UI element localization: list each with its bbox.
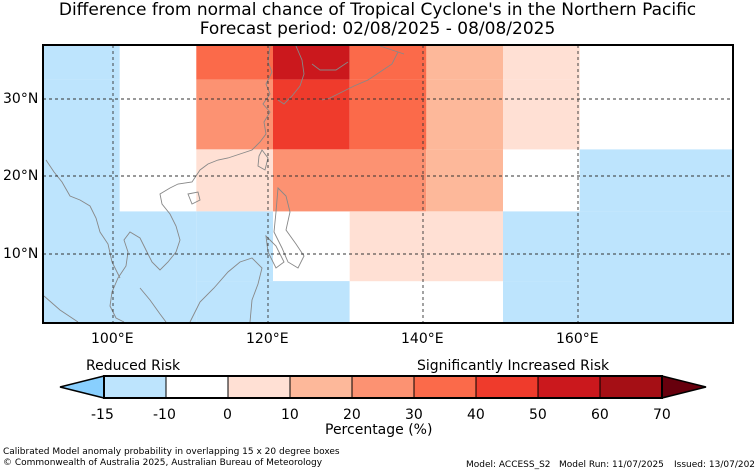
lat-label-10n: 10°N xyxy=(3,246,39,262)
forecast-period: Forecast period: 02/08/2025 - 08/08/2025 xyxy=(199,19,556,39)
anomaly-cell xyxy=(503,281,580,323)
colorbar-bin xyxy=(537,375,601,399)
colorbar-bin xyxy=(289,375,353,399)
colorbar-bin xyxy=(599,375,663,399)
colorbar-bin xyxy=(103,375,167,399)
anomaly-cell xyxy=(196,79,273,150)
anomaly-cell xyxy=(426,79,503,150)
colorbar-bin xyxy=(165,375,229,399)
anomaly-cell xyxy=(273,149,427,212)
colorbar-tick-label: 70 xyxy=(653,407,671,423)
anomaly-cell xyxy=(426,45,503,80)
coastlines xyxy=(43,45,405,323)
anomaly-cell xyxy=(349,211,503,282)
anomaly-cell xyxy=(503,211,580,282)
colorbar-bin xyxy=(475,375,539,399)
anomaly-cell xyxy=(196,211,273,282)
lat-label-20n: 20°N xyxy=(3,168,39,184)
model-name: Model: ACCESS_S2 xyxy=(466,460,551,470)
anomaly-cell xyxy=(196,149,273,212)
lat-label-30n: 30°N xyxy=(3,91,39,107)
lon-label-160e: 160°E xyxy=(556,331,599,347)
map-frame xyxy=(42,44,734,324)
anomaly-cell xyxy=(273,79,350,150)
colorbar-tick-label: 60 xyxy=(591,407,609,423)
issued-date: Issued: 13/07/2025 xyxy=(674,460,755,470)
anomaly-cell xyxy=(503,45,580,80)
anomaly-cell xyxy=(503,79,580,150)
colorbar-outline xyxy=(103,375,663,399)
anomaly-cell xyxy=(273,45,350,80)
method-note: Calibrated Model anomaly probability in … xyxy=(3,447,340,457)
lon-label-100e: 100°E xyxy=(91,331,134,347)
anomaly-grid xyxy=(43,45,733,323)
colorbar-bin xyxy=(351,375,415,399)
anomaly-cell xyxy=(579,211,733,323)
colorbar-over-arrow xyxy=(661,375,707,399)
colorbar-tick-label: 20 xyxy=(343,407,361,423)
colorbar-under-arrow xyxy=(59,375,105,399)
graticule xyxy=(43,45,733,323)
anomaly-cell xyxy=(349,79,427,150)
lon-label-140e: 140°E xyxy=(401,331,444,347)
anomaly-cell xyxy=(349,45,427,80)
reduced-risk-label: Reduced Risk xyxy=(86,358,181,374)
anomaly-cell xyxy=(196,281,350,323)
colorbar-bin xyxy=(413,375,477,399)
model-run-date: Model Run: 11/07/2025 xyxy=(559,460,664,470)
colorbar-tick-label: 40 xyxy=(467,407,485,423)
lon-label-120e: 120°E xyxy=(246,331,289,347)
colorbar-tick-label: -10 xyxy=(153,407,176,423)
copyright-note: © Commonwealth of Australia 2025, Austra… xyxy=(3,458,323,468)
colorbar-bin xyxy=(227,375,291,399)
colorbar-tick-label: 50 xyxy=(529,407,547,423)
anomaly-cell xyxy=(43,211,197,323)
colorbar xyxy=(59,375,707,399)
colorbar-axis-label: Percentage (%) xyxy=(325,422,433,438)
anomaly-cell xyxy=(426,149,503,212)
colorbar-tick-label: 30 xyxy=(405,407,423,423)
colorbar-tick-label: 0 xyxy=(223,407,232,423)
colorbar-tick-label: 10 xyxy=(281,407,299,423)
map-title: Difference from normal chance of Tropica… xyxy=(58,0,697,20)
anomaly-cell xyxy=(196,45,273,80)
anomaly-cell xyxy=(579,149,733,212)
anomaly-cell xyxy=(43,45,120,80)
colorbar-tick-label: -15 xyxy=(91,407,114,423)
increased-risk-label: Significantly Increased Risk xyxy=(417,358,610,374)
